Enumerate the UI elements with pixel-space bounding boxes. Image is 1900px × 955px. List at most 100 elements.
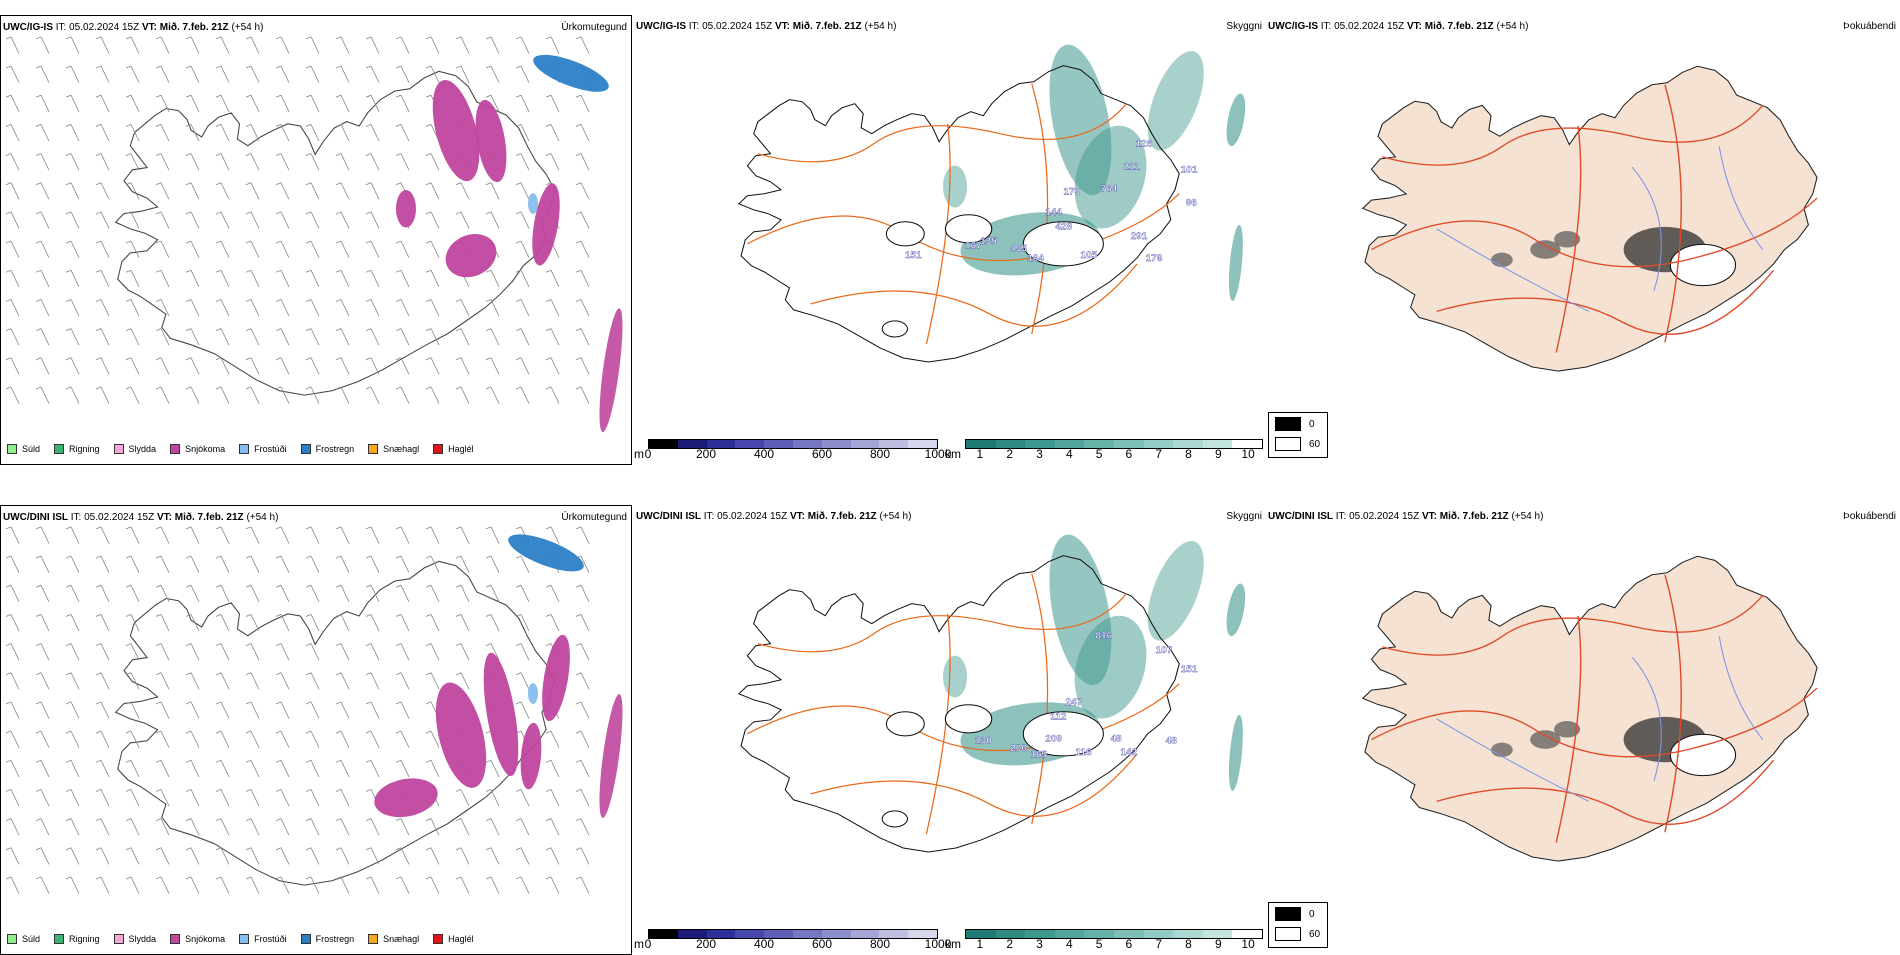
legend-item: Rigning bbox=[54, 444, 100, 454]
legend-item: Slydda bbox=[113, 934, 156, 944]
wind-barb bbox=[95, 526, 110, 544]
wind-barb bbox=[95, 153, 110, 171]
wind-barb bbox=[245, 94, 260, 113]
wind-barb bbox=[155, 526, 170, 544]
wind-barb bbox=[35, 876, 50, 894]
wind-barb bbox=[545, 36, 560, 54]
wind-barb bbox=[395, 328, 410, 346]
wind-barb bbox=[35, 730, 50, 748]
wind-barb bbox=[425, 847, 440, 865]
wind-barb bbox=[95, 818, 110, 836]
wind-barb bbox=[185, 94, 200, 113]
wind-barb bbox=[215, 328, 230, 346]
cloud-base-label: 126 bbox=[1136, 139, 1153, 150]
legend-item: Haglél bbox=[433, 934, 474, 944]
fog-area bbox=[1554, 231, 1581, 248]
wind-barb bbox=[545, 847, 560, 865]
glacier-outline bbox=[885, 221, 925, 247]
scale-step bbox=[1202, 440, 1233, 448]
wind-barb bbox=[185, 328, 200, 346]
wind-barb bbox=[425, 36, 440, 54]
glacier-outline bbox=[1669, 243, 1737, 287]
legend-label: Frostregn bbox=[315, 444, 355, 454]
wind-barb bbox=[5, 386, 20, 404]
wind-barb bbox=[5, 123, 20, 142]
wind-barb bbox=[125, 240, 140, 258]
model-name: UWC/DINI ISL bbox=[636, 511, 701, 522]
wind-barb bbox=[5, 240, 20, 258]
scale-step bbox=[706, 440, 736, 448]
wind-barb bbox=[335, 328, 350, 346]
land-area bbox=[1361, 555, 1818, 862]
wind-barb bbox=[245, 357, 260, 375]
fog-area bbox=[1530, 240, 1561, 259]
snow-area bbox=[520, 722, 542, 790]
scale-tick: 2 bbox=[1006, 937, 1014, 951]
wind-barb bbox=[365, 730, 380, 748]
glacier-outline bbox=[1022, 711, 1104, 757]
scale-step bbox=[1084, 930, 1114, 938]
cloud-base-label: 107 bbox=[1156, 645, 1173, 656]
wind-barb bbox=[485, 847, 500, 865]
frost-rain-area bbox=[508, 534, 584, 572]
wind-barb bbox=[5, 788, 20, 807]
wind-barb bbox=[515, 240, 530, 258]
scale-step bbox=[1143, 440, 1174, 448]
wind-barb bbox=[275, 730, 290, 748]
legend-item: Frostúði bbox=[239, 934, 287, 944]
wind-barb bbox=[215, 36, 230, 54]
wind-barb bbox=[35, 818, 50, 836]
wind-barb bbox=[365, 182, 380, 200]
height-scale-bar bbox=[648, 929, 938, 939]
legend-item: Frostúði bbox=[239, 444, 287, 454]
visibility-scale: km 1 2 3 4 5 6 7 8 9 10 bbox=[945, 437, 1263, 461]
wind-barb bbox=[395, 701, 410, 719]
scale-step bbox=[764, 440, 793, 448]
road bbox=[1664, 84, 1682, 343]
wind-barb bbox=[545, 94, 560, 113]
wind-barb bbox=[125, 328, 140, 346]
wind-barb bbox=[335, 613, 350, 632]
wind-barb bbox=[5, 876, 20, 894]
wind-barb bbox=[485, 526, 500, 544]
wind-barb bbox=[125, 818, 140, 836]
wind-barb bbox=[215, 701, 230, 719]
wind-barb bbox=[545, 584, 560, 603]
wind-barb bbox=[245, 182, 260, 200]
wind-barb bbox=[95, 328, 110, 346]
wind-barb bbox=[215, 386, 230, 404]
wind-barb bbox=[395, 643, 410, 661]
wind-barb bbox=[425, 584, 440, 603]
wind-barb bbox=[335, 298, 350, 317]
wind-barb bbox=[365, 555, 380, 573]
wind-barb bbox=[395, 672, 410, 690]
visibility-scale: km 1 2 3 4 5 6 7 8 9 10 bbox=[945, 927, 1263, 951]
road bbox=[757, 593, 1128, 653]
wind-barb bbox=[35, 672, 50, 690]
wind-barb bbox=[545, 328, 560, 346]
legend-item: Snjókoma bbox=[170, 444, 225, 454]
wind-barb bbox=[185, 643, 200, 661]
scale-step bbox=[908, 440, 937, 448]
wind-barb bbox=[95, 788, 110, 807]
wind-barb bbox=[365, 357, 380, 375]
wind-barb bbox=[365, 876, 380, 894]
wind-barb bbox=[335, 818, 350, 836]
wind-barb bbox=[515, 818, 530, 836]
cloud-base-label: 764 bbox=[1100, 184, 1117, 195]
road bbox=[1555, 615, 1582, 843]
wind-barb bbox=[575, 36, 590, 54]
wind-barb bbox=[455, 672, 470, 690]
wind-barb bbox=[485, 584, 500, 603]
wind-barb bbox=[305, 584, 320, 603]
wind-barb bbox=[185, 153, 200, 171]
wind-barb bbox=[185, 847, 200, 865]
panel-title: UWC/IG-IS IT: 05.02.2024 15Z VT: Mið. 7.… bbox=[3, 22, 263, 33]
glacier-outline bbox=[885, 711, 925, 737]
low-visibility-area bbox=[1074, 615, 1147, 719]
wind-barb bbox=[245, 123, 260, 142]
wind-barb bbox=[395, 36, 410, 54]
cloud-base-label: 179 bbox=[1063, 186, 1080, 197]
wind-barb bbox=[305, 730, 320, 748]
snow-area bbox=[599, 308, 623, 433]
